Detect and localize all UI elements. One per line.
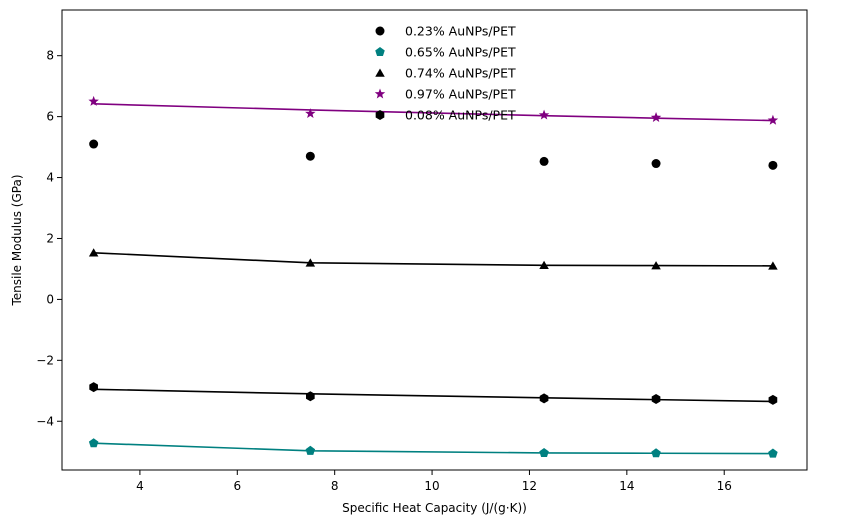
x-tick-label: 12	[522, 479, 537, 493]
legend-label-series-2: 0.65% AuNPs/PET	[405, 45, 516, 60]
data-point-series-5	[89, 382, 98, 393]
data-point-series-2	[88, 438, 99, 448]
x-tick-label: 16	[717, 479, 732, 493]
data-point-series-5	[539, 393, 549, 404]
y-tick-label: 0	[46, 292, 54, 306]
legend-label-series-1: 0.23% AuNPs/PET	[405, 24, 516, 39]
y-axis: −4 −2 0 2 4 6 8	[36, 49, 62, 428]
data-point-series-4	[767, 114, 779, 125]
y-tick-label: 8	[46, 49, 54, 63]
y-tick-label: 4	[46, 171, 54, 185]
data-point-series-3	[539, 260, 549, 270]
data-point-series-1	[768, 160, 778, 170]
data-points	[88, 95, 779, 458]
data-point-series-2	[305, 445, 316, 455]
data-point-series-5	[651, 394, 661, 405]
y-tick-label: −2	[36, 353, 54, 367]
legend-marker-series-5	[375, 110, 385, 120]
x-tick-label: 4	[136, 479, 144, 493]
data-point-series-1	[305, 151, 315, 161]
data-point-series-3	[305, 258, 316, 267]
y-tick-label: 6	[46, 110, 54, 124]
data-point-series-1	[651, 159, 661, 169]
data-point-series-2	[651, 448, 661, 458]
data-point-series-2	[768, 448, 778, 458]
x-axis-title: Specific Heat Capacity (J/(g·K))	[342, 501, 527, 515]
data-point-series-3	[88, 248, 99, 257]
plot-area	[61, 9, 808, 471]
x-tick-label: 8	[331, 479, 339, 493]
y-tick-label: −4	[36, 414, 54, 428]
legend: 0.23% AuNPs/PET 0.65% AuNPs/PET 0.74% AuNP…	[374, 24, 516, 123]
x-tick-label: 14	[619, 479, 634, 493]
data-point-series-1	[539, 156, 549, 166]
legend-marker-series-4	[374, 88, 386, 99]
data-point-series-5	[768, 394, 778, 405]
legend-marker-series-2	[375, 47, 385, 57]
data-point-series-1	[89, 139, 99, 149]
x-axis: 4 6 8 10 12 14 16	[136, 470, 732, 493]
data-point-series-4	[305, 108, 316, 119]
x-tick-label: 6	[233, 479, 241, 493]
legend-label-series-4: 0.97% AuNPs/PET	[405, 87, 516, 102]
x-tick-label: 10	[424, 479, 439, 493]
data-point-series-4	[650, 112, 662, 122]
legend-label-series-5: 0.08% AuNPs/PET	[405, 108, 516, 123]
data-point-series-3	[768, 261, 778, 270]
data-point-series-4	[88, 95, 99, 106]
legend-marker-series-1	[375, 26, 385, 36]
data-point-series-2	[539, 447, 549, 457]
data-point-series-5	[306, 391, 315, 402]
data-point-series-4	[538, 109, 550, 120]
legend-marker-series-3	[375, 68, 385, 77]
y-axis-title: Tensile Modulus (GPa)	[10, 174, 24, 306]
y-tick-label: 2	[46, 231, 54, 245]
data-point-series-3	[651, 261, 661, 270]
legend-label-series-3: 0.74% AuNPs/PET	[405, 66, 516, 81]
